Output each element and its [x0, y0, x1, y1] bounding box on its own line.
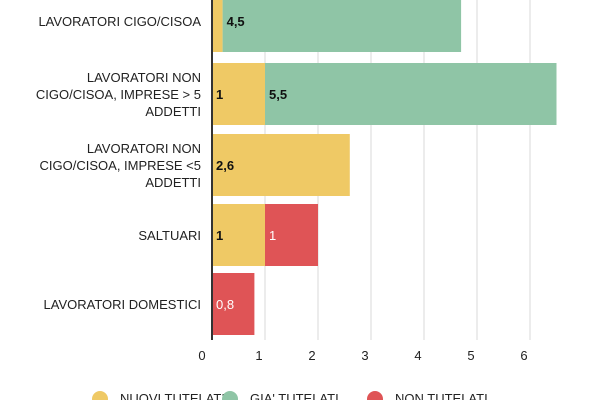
data-label: 1: [269, 228, 276, 243]
x-tick-label: 4: [414, 348, 421, 363]
category-label: LAVORATORI DOMESTICI: [44, 297, 201, 312]
bar-nuovi-tutelati: [212, 0, 223, 52]
bar-nuovi-tutelati: [212, 134, 350, 196]
category-label: LAVORATORI NON CIGO/CISOA, IMPRESE <5 ADDE…: [40, 141, 201, 190]
x-tick-label: 0: [198, 348, 205, 363]
x-tick-label: 1: [255, 348, 262, 363]
bar-non-tutelati: [265, 204, 318, 266]
bar-nuovi-tutelati: [212, 204, 265, 266]
legend-swatch: [222, 391, 238, 400]
category-label: LAVORATORI CIGO/CISOA: [38, 14, 201, 29]
legend: NUOVI TUTELATI GIA' TUTELATI NON TUTELATI: [92, 391, 488, 400]
bar-non-tutelati: [212, 273, 255, 335]
bar-gia-tutelati: [265, 63, 557, 125]
x-tick-labels: 0 1 2 3 4 5 6: [198, 348, 527, 363]
category-label: LAVORATORI NON CIGO/CISOA, IMPRESE > 5 ADD…: [36, 70, 201, 119]
x-tick-label: 3: [361, 348, 368, 363]
gridlines: [264, 0, 531, 340]
legend-swatch: [92, 391, 108, 400]
legend-label: NON TUTELATI: [395, 391, 488, 400]
category-label: SALTUARI: [138, 228, 201, 243]
bar-nuovi-tutelati: [212, 63, 265, 125]
data-label: 5,5: [269, 87, 287, 102]
data-label: 1: [216, 228, 223, 243]
x-tick-label: 6: [520, 348, 527, 363]
legend-swatch: [367, 391, 383, 400]
category-labels: LAVORATORI CIGO/CISOA LAVORATORI NON CIGO/…: [36, 14, 201, 312]
legend-label: GIA' TUTELATI: [250, 391, 339, 400]
data-label: 4,5: [227, 14, 245, 29]
data-label: 0,8: [216, 297, 234, 312]
x-tick-label: 2: [308, 348, 315, 363]
data-label: 1: [216, 87, 223, 102]
bar-gia-tutelati: [222, 0, 462, 52]
bars-group: 4,5 1 5,5 2,6 1 1 0,8: [212, 0, 557, 335]
data-label: 2,6: [216, 158, 234, 173]
legend-label: NUOVI TUTELATI: [120, 391, 225, 400]
x-tick-label: 5: [467, 348, 474, 363]
